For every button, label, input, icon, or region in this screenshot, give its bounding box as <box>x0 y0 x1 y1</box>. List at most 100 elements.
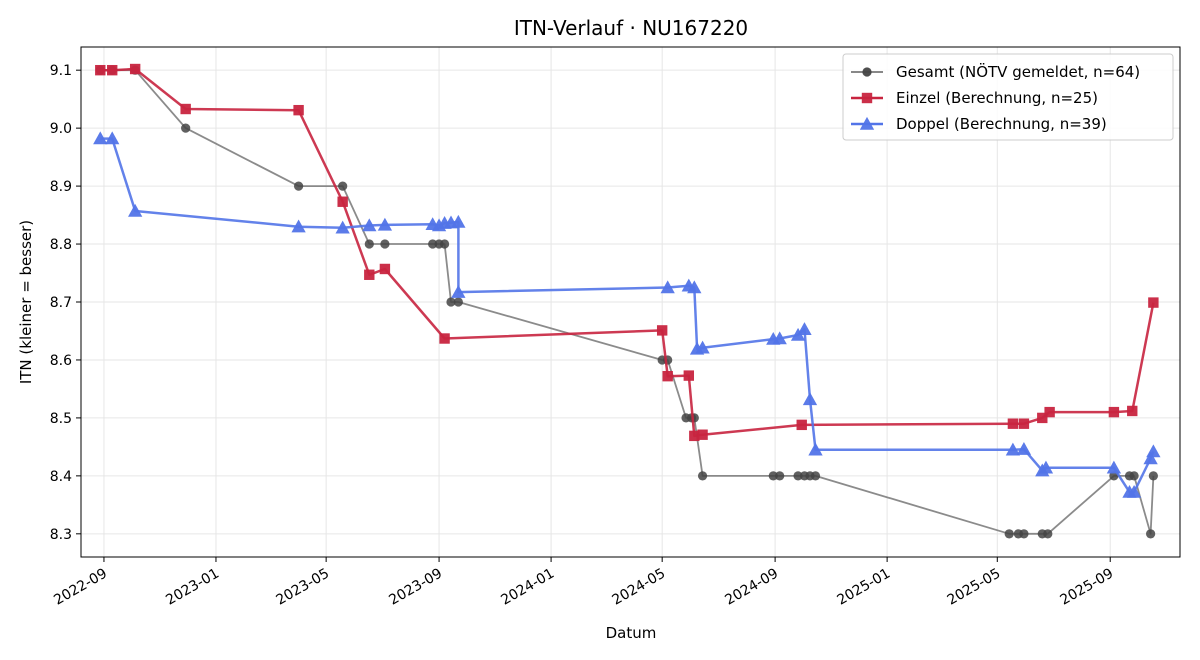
x-tick-label: 2023-05 <box>273 566 332 609</box>
x-axis: 2022-09 2023-01 2023-05 2023-09 2024-01 2024-… <box>51 557 1116 609</box>
y-tick-label: 8.9 <box>50 179 72 195</box>
data-point <box>1016 442 1032 455</box>
data-point <box>689 413 699 423</box>
legend-swatch-marker <box>862 67 872 77</box>
data-point <box>105 131 120 145</box>
data-point <box>775 471 785 481</box>
data-point <box>1019 529 1029 539</box>
data-point <box>1038 460 1054 474</box>
legend-item: Doppel (Berechnung, n=39) <box>851 115 1107 133</box>
data-point <box>335 220 350 234</box>
data-point <box>1004 529 1014 539</box>
x-tick-label: 2024-09 <box>722 566 781 609</box>
data-point <box>379 263 391 275</box>
y-tick-label: 8.4 <box>50 469 72 485</box>
data-point <box>95 64 106 76</box>
data-point <box>1043 529 1053 539</box>
data-point <box>107 64 118 76</box>
data-point <box>656 325 668 336</box>
data-point <box>451 214 466 228</box>
data-point <box>768 471 778 481</box>
data-point <box>1037 412 1048 424</box>
data-point <box>129 63 141 75</box>
x-axis-label: Datum <box>606 624 657 642</box>
data-point <box>1127 405 1138 417</box>
legend-item: Gesamt (NÖTV gemeldet, n=64) <box>851 62 1140 81</box>
data-point <box>293 104 304 116</box>
data-point <box>364 269 375 280</box>
data-point <box>293 181 304 191</box>
data-point <box>1148 471 1158 481</box>
data-point <box>1044 406 1055 418</box>
legend: Gesamt (NÖTV gemeldet, n=64) Einzel (Bere… <box>842 53 1174 141</box>
y-tick-label: 8.5 <box>50 411 72 427</box>
data-point <box>337 196 348 207</box>
data-point <box>453 297 463 307</box>
x-tick-label: 2024-05 <box>610 566 669 609</box>
data-point <box>796 419 807 431</box>
x-tick-label: 2025-01 <box>834 566 893 609</box>
grid-lines <box>81 47 1180 557</box>
data-point <box>1129 471 1139 481</box>
x-tick-label: 2023-09 <box>386 566 445 609</box>
data-point <box>451 284 466 298</box>
data-point <box>697 429 708 440</box>
data-point <box>683 370 695 381</box>
y-tick-label: 8.7 <box>50 295 72 311</box>
data-point <box>428 239 438 249</box>
data-point <box>697 471 708 481</box>
x-tick-label: 2022-09 <box>51 566 110 609</box>
data-point <box>662 370 673 382</box>
legend-box <box>842 53 1174 141</box>
y-tick-label: 9.1 <box>50 63 72 79</box>
y-tick-label: 8.3 <box>50 527 72 543</box>
series-3 <box>93 131 1161 498</box>
y-tick-label: 9.0 <box>50 121 72 137</box>
data-point <box>1005 442 1021 456</box>
y-axis: 8.3 8.4 8.5 8.6 8.7 8.8 8.9 9.0 9.1 <box>50 63 81 543</box>
data-point <box>1018 418 1030 429</box>
data-point <box>181 123 191 133</box>
data-point <box>338 181 348 191</box>
data-point <box>93 131 108 145</box>
data-point <box>1007 418 1019 429</box>
legend-label: Gesamt (NÖTV gemeldet, n=64) <box>896 62 1140 81</box>
data-point <box>772 331 787 345</box>
legend-label: Doppel (Berechnung, n=39) <box>896 115 1107 133</box>
x-tick-label: 2025-05 <box>945 566 1004 609</box>
data-point <box>380 239 390 249</box>
data-point <box>180 103 191 115</box>
data-point <box>439 333 450 344</box>
data-point <box>810 471 821 481</box>
data-point <box>687 280 702 294</box>
data-point <box>797 322 812 335</box>
data-point <box>695 340 710 354</box>
legend-swatch-marker <box>859 116 875 130</box>
data-point <box>128 203 143 217</box>
chart-title: ITN-Verlauf · NU167220 <box>514 16 748 40</box>
y-tick-label: 8.8 <box>50 237 72 253</box>
data-point <box>660 280 675 294</box>
y-tick-label: 8.6 <box>50 353 72 369</box>
data-point <box>1108 406 1120 418</box>
data-point <box>1106 460 1122 474</box>
series-line <box>100 137 1155 494</box>
series-layer <box>93 63 1161 539</box>
data-point <box>689 430 700 442</box>
data-point <box>1143 451 1158 465</box>
data-point <box>1148 297 1159 308</box>
data-point <box>1146 444 1161 458</box>
data-point <box>291 219 306 233</box>
legend-label: Einzel (Berechnung, n=25) <box>896 89 1098 107</box>
legend-item: Einzel (Berechnung, n=25) <box>851 89 1098 107</box>
x-tick-label: 2023-01 <box>163 566 222 609</box>
x-tick-label: 2025-09 <box>1058 566 1117 609</box>
data-point <box>1145 529 1156 539</box>
legend-swatch-marker <box>861 92 873 104</box>
data-point <box>802 392 818 406</box>
data-point <box>793 471 803 481</box>
data-point <box>377 217 393 231</box>
y-axis-label: ITN (kleiner = besser) <box>17 220 35 384</box>
data-point <box>808 442 823 456</box>
